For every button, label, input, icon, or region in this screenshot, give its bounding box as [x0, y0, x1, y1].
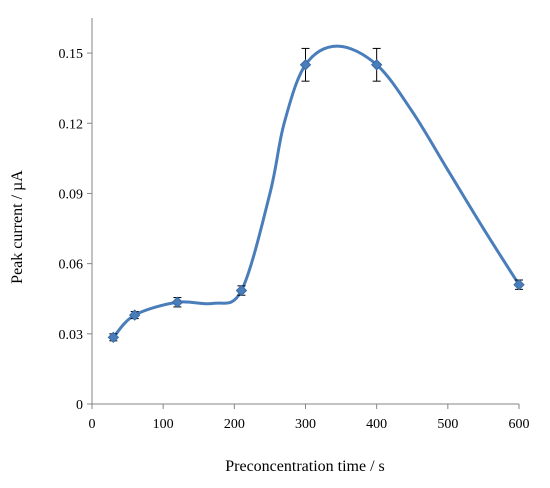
- y-tick-label: 0: [76, 398, 83, 413]
- fit-curve: [111, 44, 521, 339]
- x-tick-label: 300: [295, 417, 316, 432]
- data-markers: [107, 59, 525, 344]
- data-point: [235, 284, 248, 297]
- y-tick-label: 0.06: [59, 258, 84, 273]
- y-axis-title: Peak current / µA: [9, 170, 26, 284]
- y-tick-label: 0.15: [59, 47, 84, 62]
- x-tick-label: 600: [509, 417, 530, 432]
- data-point: [370, 59, 383, 71]
- data-point: [171, 296, 184, 308]
- x-tick-label: 500: [437, 417, 458, 432]
- ticks: 0 0.03 0.06 0.09 0.12 0.15 0 100 200 300 400 500 600: [59, 47, 530, 432]
- x-tick-label: 400: [366, 417, 387, 432]
- data-point: [299, 59, 312, 71]
- data-point: [513, 278, 525, 291]
- data-point: [128, 309, 141, 321]
- data-point: [107, 331, 120, 344]
- x-tick-label: 100: [153, 417, 174, 432]
- error-bars: [109, 47, 523, 342]
- x-tick-label: 200: [224, 417, 245, 432]
- y-tick-label: 0.03: [59, 328, 84, 343]
- y-tick-label: 0.12: [59, 117, 84, 132]
- x-axis-title: Preconcentration time / s: [225, 458, 385, 475]
- x-tick-label: 0: [89, 417, 96, 432]
- series-line: [111, 44, 521, 339]
- y-tick-label: 0.09: [59, 187, 84, 202]
